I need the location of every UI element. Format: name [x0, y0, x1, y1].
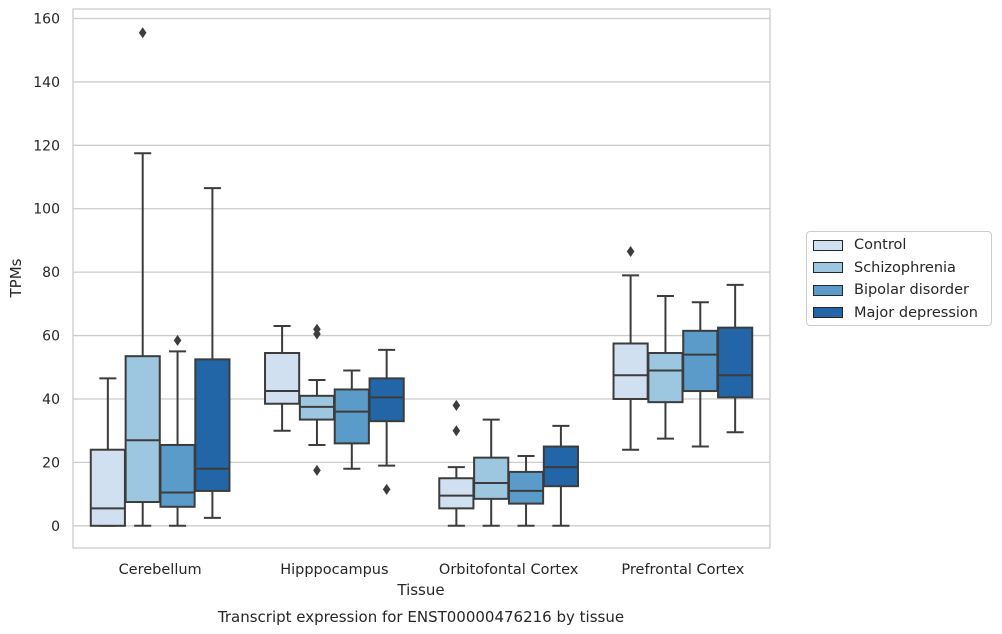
series-major-depression: [194, 187, 754, 527]
legend-item: Major depression: [813, 303, 978, 323]
x-tick-label: Cerebellum: [119, 562, 202, 578]
legend-swatch: [813, 284, 843, 296]
box-iqr: [682, 329, 719, 393]
outlier-point: [452, 425, 461, 437]
box-iqr: [194, 358, 231, 492]
box-cerebellum: [89, 377, 126, 527]
box-prefrontal-cortex: [647, 294, 684, 440]
box-iqr: [612, 342, 649, 400]
y-axis-label: TPMs: [7, 258, 25, 298]
series-bipolar-disorder: [159, 301, 719, 527]
y-tick-label: 20: [42, 455, 60, 471]
box-iqr: [333, 388, 370, 445]
legend-swatch: [813, 307, 843, 318]
box-hipppocampus: [298, 323, 336, 476]
box-prefrontal-cortex: [717, 283, 754, 434]
box-orbitofontal-cortex: [473, 418, 510, 527]
box-orbitofontal-cortex: [507, 455, 545, 527]
outlier-point: [138, 27, 147, 39]
x-tick-label: Hipppocampus: [280, 562, 388, 578]
x-tick-labels: Cerebellum Hipppocampus Orbitofontal Corte…: [119, 562, 745, 578]
box-series: [89, 27, 754, 527]
legend-item: Control: [813, 235, 906, 255]
outlier-point: [173, 334, 182, 346]
y-tick-label: 60: [42, 329, 60, 345]
box-orbitofontal-cortex: [542, 424, 579, 527]
box-iqr: [124, 355, 161, 504]
box-iqr: [507, 470, 545, 505]
outlier-point: [313, 464, 321, 476]
outlier-point: [626, 246, 635, 258]
x-tick-label: Orbitofontal Cortex: [439, 562, 579, 578]
box-iqr: [438, 477, 475, 510]
legend-label: Schizophrenia: [854, 259, 956, 276]
outlier-point: [313, 323, 321, 335]
legend-item: Schizophrenia: [813, 258, 956, 278]
box-orbitofontal-cortex: [438, 399, 475, 527]
chart-caption: Transcript expression for ENST0000047621…: [217, 608, 624, 626]
box-cerebellum: [159, 334, 196, 527]
box-iqr: [368, 377, 405, 423]
box-iqr: [264, 352, 301, 405]
y-tick-label: 80: [42, 265, 60, 281]
legend-label: Major depression: [854, 304, 978, 321]
y-tick-label: 160: [33, 12, 60, 28]
x-axis-label: Tissue: [396, 581, 444, 599]
box-cerebellum: [194, 187, 231, 519]
box-iqr: [89, 448, 126, 527]
legend-swatch: [813, 239, 843, 251]
box-hipppocampus: [368, 348, 405, 495]
box-iqr: [717, 326, 754, 399]
legend-swatch: [813, 262, 843, 273]
box-cerebellum: [124, 27, 161, 527]
y-tick-label: 120: [33, 138, 60, 154]
legend-item: Bipolar disorder: [813, 280, 969, 300]
box-iqr: [473, 456, 510, 500]
y-tick-label: 40: [42, 392, 60, 408]
outlier-point: [382, 483, 391, 495]
series-schizophrenia: [124, 27, 684, 527]
box-prefrontal-cortex: [612, 246, 649, 451]
box-hipppocampus: [333, 369, 370, 470]
legend: Control Schizophrenia Bipolar disorder Majo…: [806, 231, 992, 326]
box-iqr: [647, 352, 684, 404]
x-tick-label: Prefrontal Cortex: [621, 562, 744, 578]
y-tick-label: 100: [33, 202, 60, 218]
legend-label: Bipolar disorder: [854, 282, 969, 298]
y-tick-labels: 0 20 40 60 80 100 120 140 160: [33, 12, 60, 535]
box-hipppocampus: [264, 325, 301, 432]
y-tick-label: 0: [51, 519, 60, 535]
legend-label: Control: [854, 237, 907, 253]
y-tick-label: 140: [33, 75, 60, 91]
box-prefrontal-cortex: [682, 301, 719, 448]
box-iqr: [159, 443, 196, 508]
plot-area-frame: [72, 8, 771, 549]
outlier-point: [452, 399, 461, 411]
